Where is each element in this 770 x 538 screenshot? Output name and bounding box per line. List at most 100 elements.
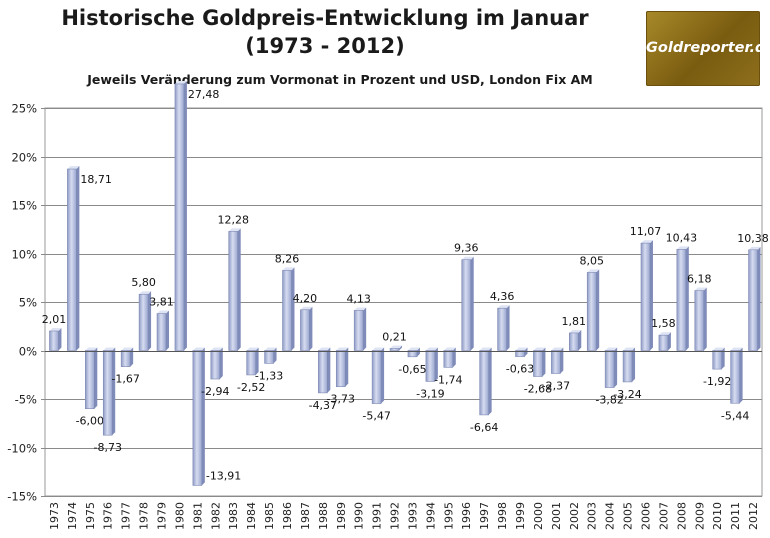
- bar-top-face: [174, 80, 187, 84]
- bar: [138, 293, 149, 351]
- x-tick-label: 1997: [478, 502, 491, 530]
- bar-side: [183, 80, 187, 351]
- bar-side: [703, 287, 707, 351]
- bar-top-face: [49, 328, 62, 332]
- data-label: 6,18: [687, 273, 712, 286]
- bar-top-face: [139, 291, 152, 295]
- data-label: 5,80: [131, 276, 156, 289]
- goldreporter-logo[interactable]: Goldreporter.de: [646, 11, 770, 86]
- bar: [67, 168, 77, 351]
- bar-side: [667, 332, 671, 351]
- bar: [533, 350, 543, 377]
- data-label: 11,07: [630, 225, 662, 238]
- bar-top-face: [67, 166, 80, 170]
- bar: [335, 350, 346, 387]
- bar: [515, 350, 525, 357]
- data-label: -4,37: [309, 399, 337, 412]
- bar-top-face: [641, 240, 653, 244]
- data-label: -3,19: [416, 387, 444, 400]
- x-tick-label: 1978: [138, 502, 151, 530]
- bar-top-face: [497, 305, 510, 309]
- x-tick-label: 1990: [353, 502, 366, 530]
- data-label: 9,36: [454, 242, 479, 255]
- bar-top-face: [300, 306, 313, 310]
- bar: [604, 350, 615, 388]
- bar-top-face: [461, 256, 474, 260]
- data-label: -1,92: [703, 375, 731, 388]
- x-tick-label: 2001: [550, 502, 563, 530]
- bar: [676, 249, 687, 351]
- bar: [300, 309, 310, 351]
- data-label: 0,21: [382, 330, 407, 343]
- bar-side: [363, 307, 367, 351]
- bar-top-face: [192, 347, 205, 351]
- x-tick-label: 2011: [729, 502, 742, 530]
- y-tick-label: -5%: [15, 393, 37, 407]
- bar-side: [614, 347, 618, 388]
- x-tick-label: 2009: [693, 502, 706, 530]
- data-label: -5,44: [721, 409, 749, 422]
- bar-top-face: [282, 267, 295, 271]
- bar: [622, 350, 633, 383]
- bar-side: [596, 269, 600, 351]
- bar-top-face: [121, 347, 134, 351]
- data-label: -3,82: [595, 394, 623, 407]
- bar-side: [632, 347, 636, 382]
- bar-side: [506, 305, 510, 351]
- bar-side: [255, 347, 259, 375]
- data-label: -1,33: [255, 369, 283, 382]
- data-label: 4,36: [490, 290, 515, 303]
- data-label: 10,43: [666, 231, 698, 244]
- bar: [497, 307, 507, 351]
- bar-top-face: [623, 347, 636, 351]
- x-tick-label: 2006: [639, 502, 652, 530]
- x-tick-label: 1975: [84, 502, 97, 530]
- bar: [479, 350, 489, 416]
- y-tick-label: 15%: [11, 199, 37, 213]
- x-tick-label: 2002: [568, 502, 581, 530]
- bar: [712, 350, 722, 370]
- bar-side: [524, 347, 528, 357]
- logo-text: Goldreporter.de: [646, 40, 770, 56]
- x-tick-label: 1987: [299, 502, 312, 530]
- bar-side: [201, 347, 205, 486]
- data-label: -2,52: [237, 381, 265, 394]
- bar-side: [148, 291, 152, 351]
- bar-top-face: [228, 228, 241, 232]
- bar-side: [470, 256, 474, 351]
- bar-top-face: [103, 347, 116, 351]
- bar-side: [94, 347, 98, 409]
- x-tick-label: 1989: [335, 502, 348, 530]
- data-label: 1,81: [562, 315, 587, 328]
- bar-top-face: [443, 347, 456, 351]
- bar-side: [219, 347, 223, 380]
- bar: [318, 350, 328, 394]
- x-tick-label: 2008: [675, 502, 688, 530]
- x-tick-label: 1981: [191, 502, 204, 530]
- bar: [586, 272, 597, 351]
- data-label: -6,64: [470, 421, 498, 434]
- data-label: 4,13: [346, 292, 371, 305]
- data-label: 12,28: [217, 213, 249, 226]
- data-label: -3,24: [613, 388, 641, 401]
- y-tick-label: 10%: [11, 248, 37, 262]
- bar: [748, 249, 758, 351]
- bar: [443, 350, 454, 368]
- bar-top-face: [712, 347, 725, 351]
- x-tick-label: 1985: [263, 502, 276, 530]
- bar-top-face: [605, 347, 618, 351]
- bar-side: [488, 347, 492, 415]
- bar-side: [434, 347, 438, 382]
- bar-top-face: [658, 332, 671, 336]
- bar-top-face: [336, 347, 349, 351]
- chart-subtitle: Jeweils Veränderung zum Vormonat in Proz…: [87, 72, 593, 87]
- bar-side: [76, 166, 80, 351]
- bar-side: [327, 347, 331, 393]
- bar-top-face: [479, 347, 492, 351]
- x-tick-label: 1983: [227, 502, 240, 530]
- data-label: 2,01: [42, 313, 67, 326]
- bar-side: [345, 347, 349, 387]
- bar: [228, 231, 238, 351]
- bar-top-face: [515, 347, 528, 351]
- bar-top-face: [85, 347, 98, 351]
